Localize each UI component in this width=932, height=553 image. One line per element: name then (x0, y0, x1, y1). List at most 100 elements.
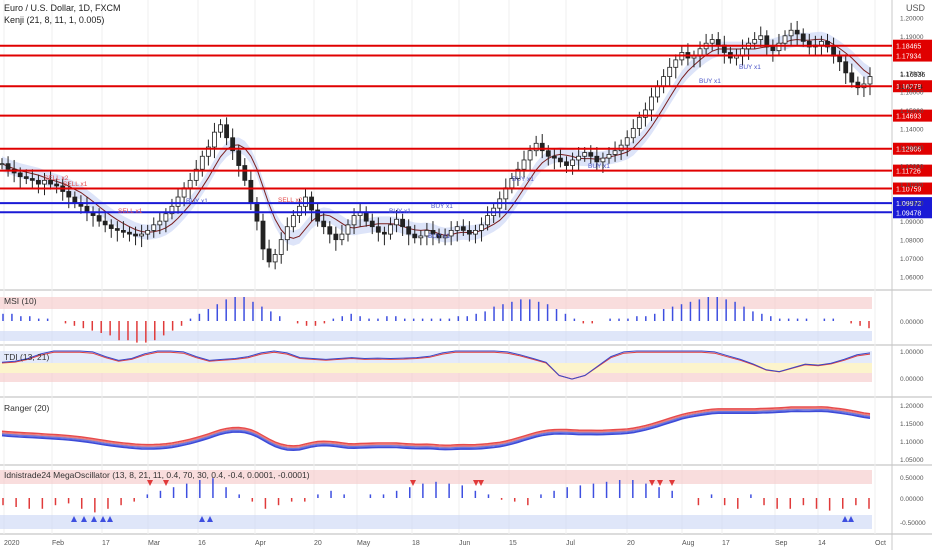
candle-body (388, 224, 393, 235)
level-price-label: 1.17934 (896, 54, 921, 61)
level-price-tag (893, 142, 932, 155)
level-price-label: 1.18465 (896, 44, 921, 51)
mega-buy-triangle (107, 516, 113, 522)
candle-body (72, 196, 78, 203)
symbol-title: Euro / U.S. Dollar, 1D, FXCM (4, 3, 121, 13)
candle-body (327, 226, 333, 235)
candle-body (442, 235, 448, 239)
candle-body (224, 124, 229, 139)
candle-body (133, 233, 138, 237)
mega-buy-triangle (207, 516, 213, 522)
mega-lower-band (0, 515, 872, 529)
level-price-label: 1.16279 (896, 84, 921, 91)
candle-body (819, 40, 824, 46)
candle-body (643, 109, 648, 118)
level-price-label: 1.14693 (896, 114, 921, 121)
candle-body (29, 178, 35, 181)
candle-body (794, 29, 800, 35)
candle-body (825, 40, 830, 48)
candle-body (199, 155, 205, 170)
candle-body (163, 213, 169, 222)
mega-buy-triangle (199, 516, 205, 522)
candle-body (205, 146, 211, 157)
candle-body (539, 142, 545, 152)
x-axis-label: Apr (255, 540, 267, 547)
candle-body (788, 29, 794, 37)
candle-body (212, 131, 217, 148)
candle-body (339, 233, 345, 241)
candle-body (169, 205, 175, 215)
indicator-title: Kenji (21, 8, 11, 1, 0.005) (4, 15, 105, 25)
price-tick-label: 1.07000 (900, 256, 924, 263)
candle-body (0, 163, 5, 166)
candle-body (837, 55, 843, 63)
candle-body (612, 150, 618, 155)
candle-body (96, 215, 102, 222)
current-price-label: 1.16936 (900, 72, 925, 79)
candle-body (84, 205, 90, 213)
candle-body (806, 40, 812, 48)
mega-buy-triangle (842, 516, 848, 522)
mega-sell-triangle (657, 480, 663, 486)
msi-title: MSI (10) (4, 296, 37, 306)
candle-body (606, 154, 612, 159)
candle-body (23, 176, 29, 179)
candle-body (800, 33, 806, 42)
candle-body (248, 179, 254, 204)
candle-body (187, 179, 193, 189)
ranger-tick-label: 1.05000 (900, 457, 924, 464)
signal-annotation: BUY x1 (431, 203, 453, 210)
tdi-title: TDI (13, 21) (4, 352, 50, 362)
candle-body (321, 220, 327, 228)
candle-body (551, 155, 557, 159)
price-tick-label: 1.20000 (900, 15, 924, 22)
candle-body (297, 205, 302, 216)
candle-body (570, 159, 575, 166)
x-axis-label: Sep (775, 540, 788, 547)
mega-buy-triangle (848, 516, 854, 522)
mega-buy-triangle (81, 516, 87, 522)
mega-tick-label: 0.00000 (900, 496, 924, 503)
candle-body (673, 59, 679, 68)
candle-body (139, 233, 145, 237)
candle-body (236, 150, 242, 166)
signal-annotation: BUY x1 (588, 163, 610, 170)
level-price-tag (893, 80, 932, 93)
price-tick-label: 1.09000 (900, 219, 924, 226)
candle-body (394, 218, 399, 226)
candle-body (588, 152, 594, 157)
candle-body (66, 191, 72, 198)
candle-body (290, 215, 296, 228)
x-axis-label: Mar (148, 540, 161, 547)
candle-body (17, 172, 23, 178)
candle-body (218, 124, 223, 133)
mega-buy-triangle (71, 516, 77, 522)
ranger-tick-label: 1.15000 (900, 421, 924, 428)
signal-annotation: BUY x1 (389, 208, 411, 215)
candle-body (284, 226, 290, 241)
candle-body (649, 96, 654, 111)
candle-body (5, 163, 11, 170)
candle-body (782, 35, 788, 44)
signal-annotation: SELL x2 (44, 175, 69, 182)
candle-body (108, 224, 114, 229)
price-tick-label: 1.13000 (900, 145, 924, 152)
candle-body (42, 179, 47, 185)
level-price-tag (893, 206, 932, 219)
candle-body (849, 72, 855, 83)
signal-annotation: SELL x1 (118, 208, 143, 215)
candle-body (127, 231, 132, 235)
candle-body (375, 226, 381, 233)
candle-body (770, 46, 776, 52)
x-axis-label: 20 (627, 540, 635, 547)
candle-body (175, 196, 181, 207)
candle-body (430, 229, 436, 235)
candle-body (102, 220, 108, 226)
x-axis-label: 16 (198, 540, 206, 547)
mega-sell-triangle (473, 480, 479, 486)
candle-body (576, 155, 582, 161)
candle-body (752, 39, 758, 44)
x-axis-label: 15 (509, 540, 517, 547)
tdi-lower-band (0, 373, 872, 382)
signal-annotation: BUY x1 (512, 176, 534, 183)
